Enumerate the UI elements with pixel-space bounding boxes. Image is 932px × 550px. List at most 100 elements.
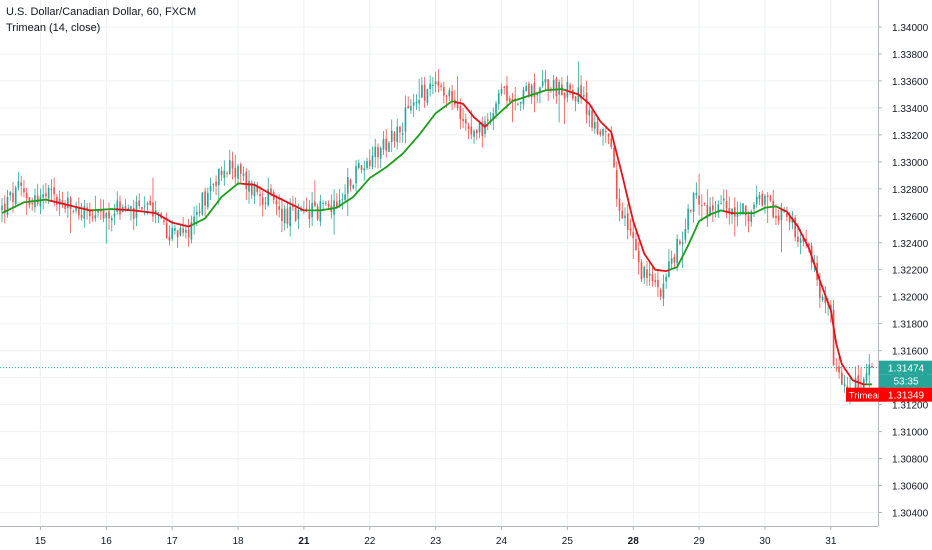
candle-body [223, 170, 226, 178]
candle-body [690, 210, 692, 212]
candle-body [722, 198, 725, 201]
trimean-segment-rising [668, 209, 725, 271]
candle-body [432, 84, 434, 86]
trimean-value-badge [879, 387, 932, 402]
candle-body [621, 210, 624, 219]
candle-body [248, 180, 250, 192]
y-tick-label: 1.33200 [892, 131, 929, 142]
y-tick-label: 1.32600 [892, 212, 929, 223]
candle-body [237, 166, 239, 179]
chart-legend: U.S. Dollar/Canadian Dollar, 60, FXCM Tr… [6, 4, 196, 36]
candle-body [234, 167, 237, 178]
candle-body [610, 138, 613, 148]
candle-body [423, 84, 426, 101]
candle-body [185, 229, 187, 233]
candle-body [437, 81, 440, 86]
candle-body [390, 130, 393, 142]
x-tick-label: 23 [430, 536, 442, 547]
candle-body [753, 204, 755, 209]
candle-body [127, 208, 130, 210]
candle-body [555, 78, 558, 97]
candle-body [481, 124, 484, 137]
candle-body [662, 283, 665, 299]
candle-body [728, 208, 731, 214]
y-tick-label: 1.32400 [892, 239, 929, 250]
candle-body [42, 194, 44, 198]
candle-body [105, 213, 108, 219]
candle-body [9, 192, 12, 196]
candle-body [475, 129, 478, 134]
candle-body [292, 205, 294, 208]
candle-body [275, 200, 278, 205]
candle-body [1, 205, 3, 211]
candle-body [467, 125, 470, 129]
trimean-segment-rising [92, 208, 115, 212]
candle-body [701, 205, 703, 207]
candle-body [196, 212, 198, 215]
candle-body [308, 211, 311, 220]
indicator-title[interactable]: Trimean (14, close) [6, 22, 101, 34]
candle-body [843, 383, 846, 387]
candle-body [626, 213, 629, 230]
candle-body [547, 79, 549, 91]
candle-body [651, 273, 654, 282]
candle-body [665, 276, 667, 282]
candle-body [138, 200, 141, 207]
candle-body [239, 164, 242, 174]
x-tick-label: 15 [35, 536, 47, 547]
candle-body [566, 81, 569, 98]
candle-body [242, 173, 245, 176]
trimean-segment-falling [114, 208, 192, 228]
trimean-segment-falling [723, 210, 735, 214]
price-badges: 1.31474 53:35 Trimean 1.31349 [846, 360, 932, 402]
candle-body [731, 208, 733, 215]
candle-body [168, 236, 171, 241]
trimean-segment-rising [487, 88, 565, 125]
candle-body [23, 188, 25, 193]
candle-body [415, 101, 418, 104]
trimean-segment-falling [454, 100, 489, 128]
candle-body [788, 214, 791, 223]
candle-body [591, 110, 593, 128]
candle-body [552, 79, 555, 89]
candle-body [607, 134, 610, 137]
candle-body [281, 208, 283, 221]
candle-body [245, 171, 248, 190]
candle-body [448, 90, 451, 97]
y-tick-label: 1.31600 [892, 347, 929, 358]
grid-lines [0, 0, 878, 526]
candle-body [640, 262, 643, 280]
candle-body [264, 202, 267, 204]
candle-body [599, 131, 602, 135]
candle-body [377, 147, 379, 158]
last-price-value: 1.31474 [888, 364, 925, 375]
candle-body [190, 222, 193, 240]
trimean-segment-rising [1, 198, 49, 214]
candle-body [706, 204, 709, 219]
candle-body [152, 202, 154, 217]
x-tick-label: 22 [364, 536, 376, 547]
candle-body [327, 203, 330, 207]
candle-body [382, 139, 385, 150]
candle-body [67, 197, 69, 208]
candle-body [761, 193, 764, 206]
candle-body [486, 119, 489, 121]
candle-body [519, 101, 522, 104]
candle-body [319, 201, 322, 222]
candle-body [215, 181, 217, 186]
candle-body [646, 269, 648, 279]
candle-body [278, 206, 281, 210]
candle-body [399, 126, 401, 133]
candle-body [670, 258, 673, 264]
trimean-segment-falling [48, 199, 93, 212]
candle-body [154, 210, 157, 214]
symbol-title[interactable]: U.S. Dollar/Canadian Dollar, 60, FXCM [6, 6, 197, 18]
candle-body [637, 250, 640, 263]
candle-body [171, 228, 173, 239]
candle-body [360, 165, 363, 170]
candle-body [462, 118, 464, 122]
candle-body [821, 296, 824, 301]
candle-body [835, 367, 838, 369]
candle-body [676, 239, 678, 264]
